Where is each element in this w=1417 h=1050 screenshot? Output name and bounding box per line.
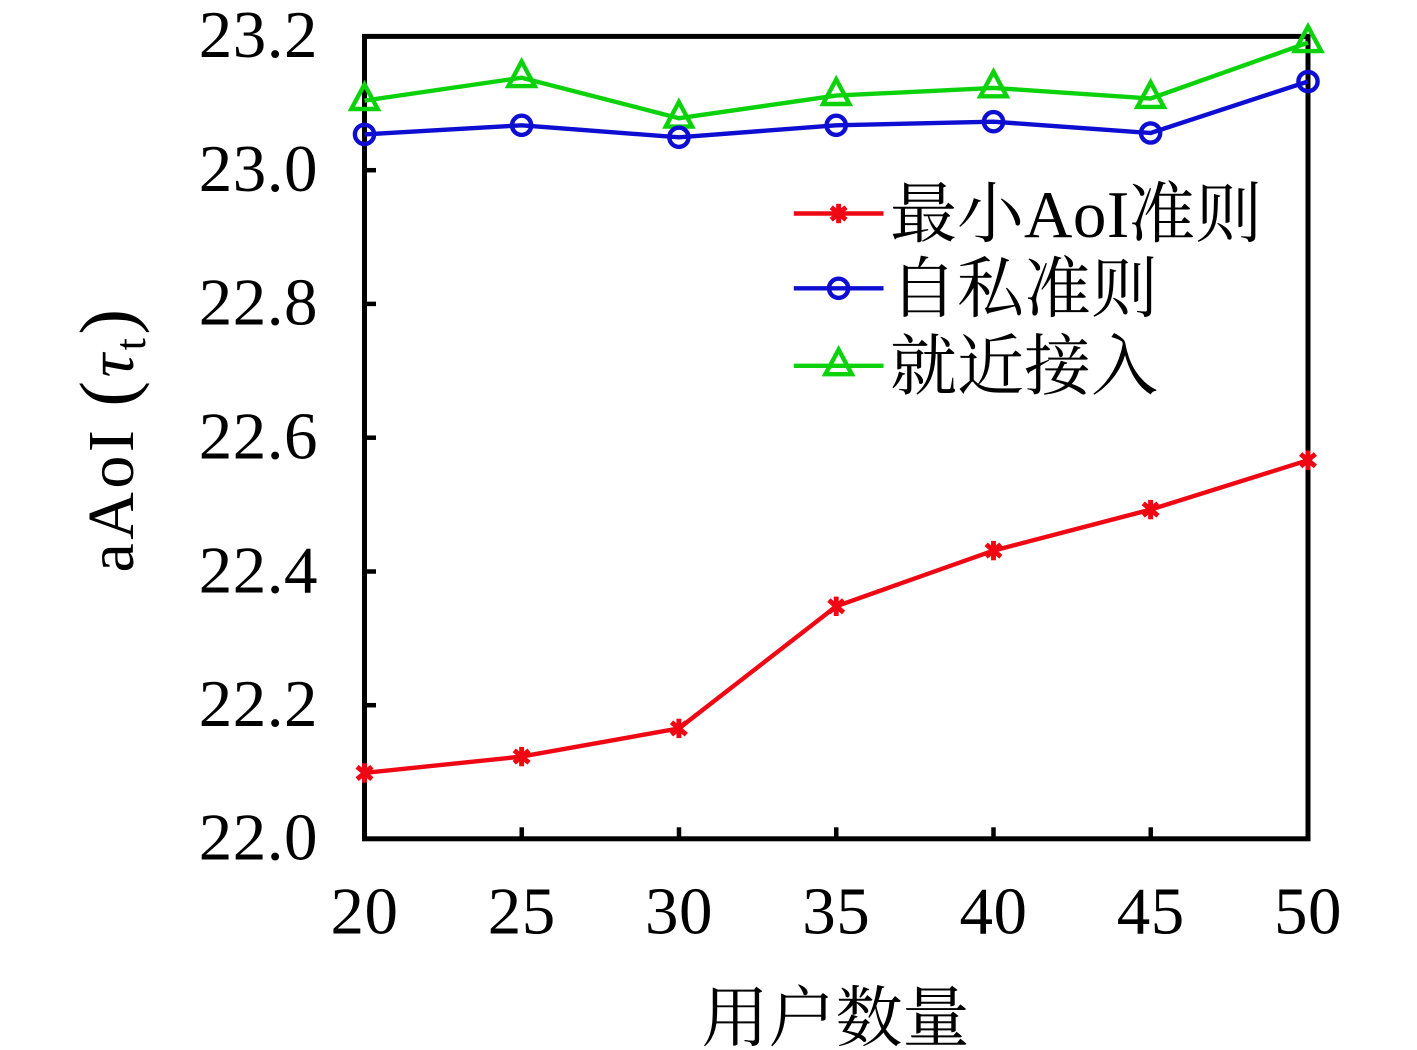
svg-text:23.0: 23.0 (199, 132, 318, 206)
svg-text:25: 25 (488, 875, 556, 949)
svg-text:45: 45 (1117, 875, 1185, 949)
svg-text:22.2: 22.2 (199, 667, 318, 741)
svg-text:35: 35 (802, 875, 870, 949)
svg-text:22.6: 22.6 (199, 400, 318, 474)
svg-text:50: 50 (1274, 875, 1342, 949)
svg-text:30: 30 (645, 875, 713, 949)
svg-text:22.0: 22.0 (199, 801, 318, 875)
svg-text:23.2: 23.2 (199, 0, 318, 72)
svg-text:22.4: 22.4 (199, 533, 318, 607)
svg-text:20: 20 (331, 875, 399, 949)
svg-text:AoI: AoI (1024, 178, 1130, 252)
svg-text:40: 40 (960, 875, 1028, 949)
svg-text:22.8: 22.8 (199, 266, 318, 340)
